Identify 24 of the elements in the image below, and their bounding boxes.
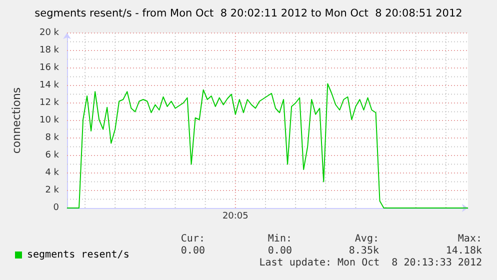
y-tick-label: 0: [53, 203, 60, 213]
text: 0.00: [268, 246, 292, 256]
y-tick-label: 20 k: [39, 28, 60, 38]
y-tick-label: 10 k: [39, 116, 60, 126]
chart-title: segments resent/s - from Mon Oct 8 20:02:11 2012 to Mon Oct 8 20:08:51 2012: [34, 8, 462, 20]
y-tick-label: 8 k: [45, 133, 60, 143]
y-tick-label: 16 k: [39, 63, 60, 73]
y-tick-label: 2 k: [45, 186, 60, 196]
y-tick-label: 4 k: [45, 168, 60, 178]
text: Min:: [268, 234, 292, 244]
y-tick-label: 18 k: [39, 46, 60, 56]
x-tick-label: 20:05: [222, 212, 248, 222]
text: Cur:: [180, 234, 205, 244]
text: 0.00: [180, 246, 205, 256]
text: 14.18k: [446, 246, 482, 256]
text: Last update: Mon Oct 8 20:13:33 2012: [259, 258, 482, 268]
legend-label: segments resent/s: [27, 250, 130, 260]
y-tick-label: 12 k: [39, 98, 60, 108]
y-tick-label: 6 k: [45, 150, 60, 160]
text: Avg:: [354, 234, 379, 244]
text: Max:: [458, 234, 482, 244]
y-tick-label: 14 k: [39, 80, 60, 90]
y-axis-title: connections: [10, 87, 23, 154]
text: 8.35k: [348, 246, 379, 256]
